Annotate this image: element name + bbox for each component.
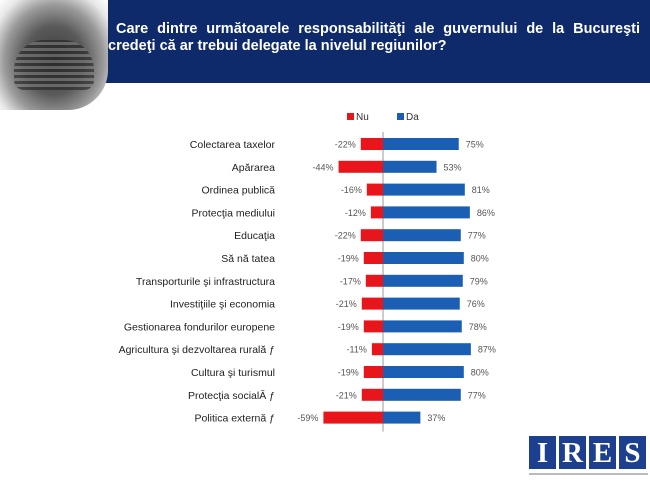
bar-nu	[361, 297, 383, 310]
category-label: Protecţia socialĂ ƒ	[188, 389, 275, 402]
data-label-da: 37%	[427, 413, 445, 423]
bar-da	[383, 160, 437, 173]
data-label-da: 53%	[444, 162, 462, 172]
logo-letter: S	[619, 436, 646, 469]
category-label: Ordinea publică	[201, 185, 275, 197]
bar-nu	[363, 252, 383, 264]
bar-da	[383, 252, 464, 264]
bar-da	[383, 343, 471, 356]
title-line-2: credeţi că ar trebui delegate la nivelul…	[108, 38, 447, 54]
data-label-da: 75%	[466, 140, 484, 150]
bar-da	[383, 320, 462, 333]
bar-nu	[361, 388, 383, 401]
legend-swatch-da	[397, 113, 404, 120]
category-label: Colectarea taxelor	[190, 139, 276, 151]
data-label-da: 87%	[478, 345, 496, 355]
bar-da	[383, 274, 463, 287]
data-label-da: 86%	[477, 208, 495, 218]
parliament-photo	[0, 0, 108, 110]
bar-da	[383, 411, 421, 424]
bar-nu	[366, 183, 383, 196]
data-label-nu: -21%	[336, 390, 357, 400]
logo-letter: I	[529, 436, 556, 469]
data-label-nu: -19%	[338, 254, 359, 264]
data-label-nu: -21%	[336, 299, 357, 309]
bar-nu	[363, 320, 383, 333]
data-label-nu: -17%	[340, 276, 361, 286]
bar-da	[383, 138, 459, 150]
category-label: Cultura şi turismul	[191, 367, 275, 379]
data-label-nu: -16%	[341, 185, 362, 195]
bar-nu	[338, 160, 383, 173]
data-label-nu: -44%	[313, 162, 334, 172]
bar-da	[383, 183, 465, 196]
bar-nu	[365, 274, 383, 287]
bar-da	[383, 388, 461, 401]
category-label: Protecţia mediului	[192, 207, 275, 219]
data-label-da: 81%	[472, 185, 490, 195]
bar-nu	[371, 343, 383, 356]
bar-da	[383, 297, 460, 310]
data-label-da: 80%	[471, 368, 489, 378]
page-title: Care dintre următoarele responsabilităţi…	[108, 21, 640, 55]
legend-label-nu: Nu	[356, 112, 369, 123]
data-label-da: 76%	[467, 299, 485, 309]
data-label-da: 77%	[468, 390, 486, 400]
category-label: Gestionarea fondurilor europene	[124, 321, 275, 333]
category-label: Transporturile şi infrastructura	[136, 276, 275, 288]
category-label: Agricultura şi dezvoltarea rurală ƒ	[119, 344, 275, 356]
bar-nu	[370, 206, 383, 219]
ires-logo: I R E S	[529, 436, 646, 469]
category-label: Investiţiile şi economia	[170, 299, 275, 311]
data-label-da: 77%	[468, 231, 486, 241]
bar-da	[383, 229, 461, 242]
header-banner	[0, 0, 650, 83]
data-label-nu: -22%	[335, 231, 356, 241]
bar-nu	[360, 229, 383, 242]
legend-swatch-nu	[347, 113, 354, 120]
data-label-nu: -22%	[335, 140, 356, 150]
legend-label-da: Da	[406, 112, 419, 123]
bar-da	[383, 366, 464, 378]
bar-da	[383, 206, 470, 219]
title-line-1: Care dintre următoarele responsabilităţi…	[116, 21, 640, 37]
data-label-da: 80%	[471, 254, 489, 264]
data-label-nu: -12%	[345, 208, 366, 218]
category-label: Apărarea	[232, 162, 275, 174]
bar-nu	[323, 411, 383, 424]
data-label-nu: -19%	[338, 322, 359, 332]
logo-tagline	[529, 473, 648, 475]
category-label: Să nă tatea	[221, 253, 275, 265]
data-label-da: 79%	[470, 276, 488, 286]
bar-nu	[363, 366, 383, 378]
logo-letter: R	[559, 436, 586, 469]
data-label-nu: -11%	[347, 345, 367, 355]
data-label-nu: -59%	[297, 413, 318, 423]
logo-letter: E	[589, 436, 616, 469]
category-label: Educaţia	[234, 230, 275, 242]
data-label-da: 78%	[469, 322, 487, 332]
bar-nu	[360, 138, 383, 150]
data-label-nu: -19%	[338, 368, 359, 378]
category-label: Politica externă ƒ	[194, 413, 275, 425]
